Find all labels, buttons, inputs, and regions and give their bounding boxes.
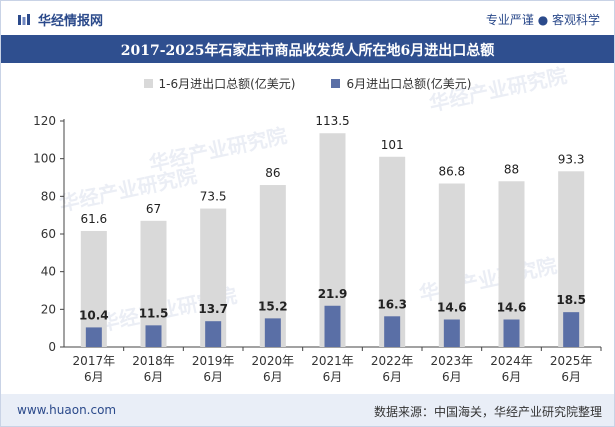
legend-label-series1: 1-6月进出口总额(亿美元): [158, 77, 296, 91]
bar-june: [205, 321, 222, 347]
bar-total: [379, 156, 406, 347]
data-label-june: 14.6: [497, 301, 527, 315]
legend-label-series2: 6月进出口总额(亿美元): [346, 77, 472, 91]
x-tick-label: 2024年: [490, 354, 533, 368]
data-label-june: 11.5: [139, 306, 169, 320]
x-tick-label: 6月: [263, 370, 283, 384]
x-tick-label: 6月: [144, 370, 164, 384]
data-label-total: 88: [504, 162, 519, 176]
brand-name: 华经情报网: [38, 14, 104, 29]
bar-june: [563, 312, 580, 347]
x-tick-label: 2023年: [431, 354, 474, 368]
bar-june: [264, 318, 281, 347]
x-tick-label: 6月: [502, 370, 522, 384]
tagline: 专业严谨 ● 客观科学: [485, 13, 600, 27]
watermark-text: 华经产业研究院: [427, 63, 569, 116]
bar-june: [324, 305, 341, 347]
y-tick-label: 0: [48, 340, 56, 354]
legend-item-series2: 6月进出口总额(亿美元): [331, 75, 471, 92]
data-label-total: 86.8: [438, 165, 465, 179]
y-tick-label: 120: [33, 114, 56, 128]
data-label-june: 18.5: [556, 293, 586, 307]
x-tick-label: 2021年: [311, 354, 354, 368]
data-label-total: 61.6: [80, 212, 107, 226]
x-tick-label: 2020年: [252, 354, 295, 368]
bar-june: [384, 316, 401, 347]
brand[interactable]: 华经情报网: [17, 10, 103, 29]
legend-swatch-series2: [331, 79, 341, 88]
data-label-june: 21.9: [318, 287, 348, 301]
data-label-june: 15.2: [258, 299, 288, 313]
x-tick-label: 6月: [382, 370, 402, 384]
data-label-june: 10.4: [79, 308, 109, 322]
website-link[interactable]: www.huaon.com: [17, 403, 117, 417]
data-label-june: 14.6: [437, 301, 467, 315]
bar-june: [145, 325, 162, 347]
bar-june: [443, 319, 460, 347]
bar-june: [85, 327, 102, 347]
data-label-total: 101: [381, 138, 404, 152]
bar-june: [503, 319, 520, 347]
x-tick-label: 6月: [203, 370, 223, 384]
brand-logo-icon: [18, 13, 30, 25]
y-tick-label: 80: [41, 189, 56, 203]
x-tick-label: 2019年: [192, 354, 235, 368]
y-tick-label: 40: [41, 265, 56, 279]
bar-total: [498, 181, 525, 347]
title-bar: 2017-2025年石家庄市商品收发货人所在地6月进出口总额: [1, 35, 614, 63]
x-tick-label: 2017年: [73, 354, 116, 368]
y-tick-label: 20: [41, 302, 56, 316]
watermark-text: 华经产业研究院: [57, 163, 199, 216]
legend: 1-6月进出口总额(亿美元) 6月进出口总额(亿美元): [1, 75, 614, 92]
data-label-june: 16.3: [377, 297, 407, 311]
watermark-text: 华经产业研究院: [417, 253, 559, 306]
top-bar: 华经情报网 专业严谨 ● 客观科学: [1, 1, 614, 35]
legend-item-series1: 1-6月进出口总额(亿美元): [143, 75, 296, 92]
data-source: 数据来源：中国海关，华经产业研究院整理: [373, 405, 602, 419]
legend-swatch-series1: [143, 79, 153, 88]
data-label-june: 13.7: [198, 302, 228, 316]
data-label-total: 86: [265, 166, 280, 180]
x-tick-label: 6月: [442, 370, 462, 384]
x-tick-label: 2022年: [371, 354, 414, 368]
y-tick-label: 100: [33, 152, 56, 166]
y-tick-label: 60: [41, 227, 56, 241]
x-tick-label: 6月: [323, 370, 343, 384]
data-label-total: 67: [146, 202, 161, 216]
chart-title: 2017-2025年石家庄市商品收发货人所在地6月进出口总额: [120, 43, 495, 59]
data-label-total: 73.5: [200, 190, 227, 204]
x-tick-label: 2025年: [550, 354, 593, 368]
data-label-total: 93.3: [558, 152, 585, 166]
x-tick-label: 6月: [561, 370, 581, 384]
footer: www.huaon.com 数据来源：中国海关，华经产业研究院整理: [1, 394, 614, 426]
x-tick-label: 2018年: [132, 354, 175, 368]
data-label-total: 113.5: [315, 114, 349, 128]
x-tick-label: 6月: [84, 370, 104, 384]
